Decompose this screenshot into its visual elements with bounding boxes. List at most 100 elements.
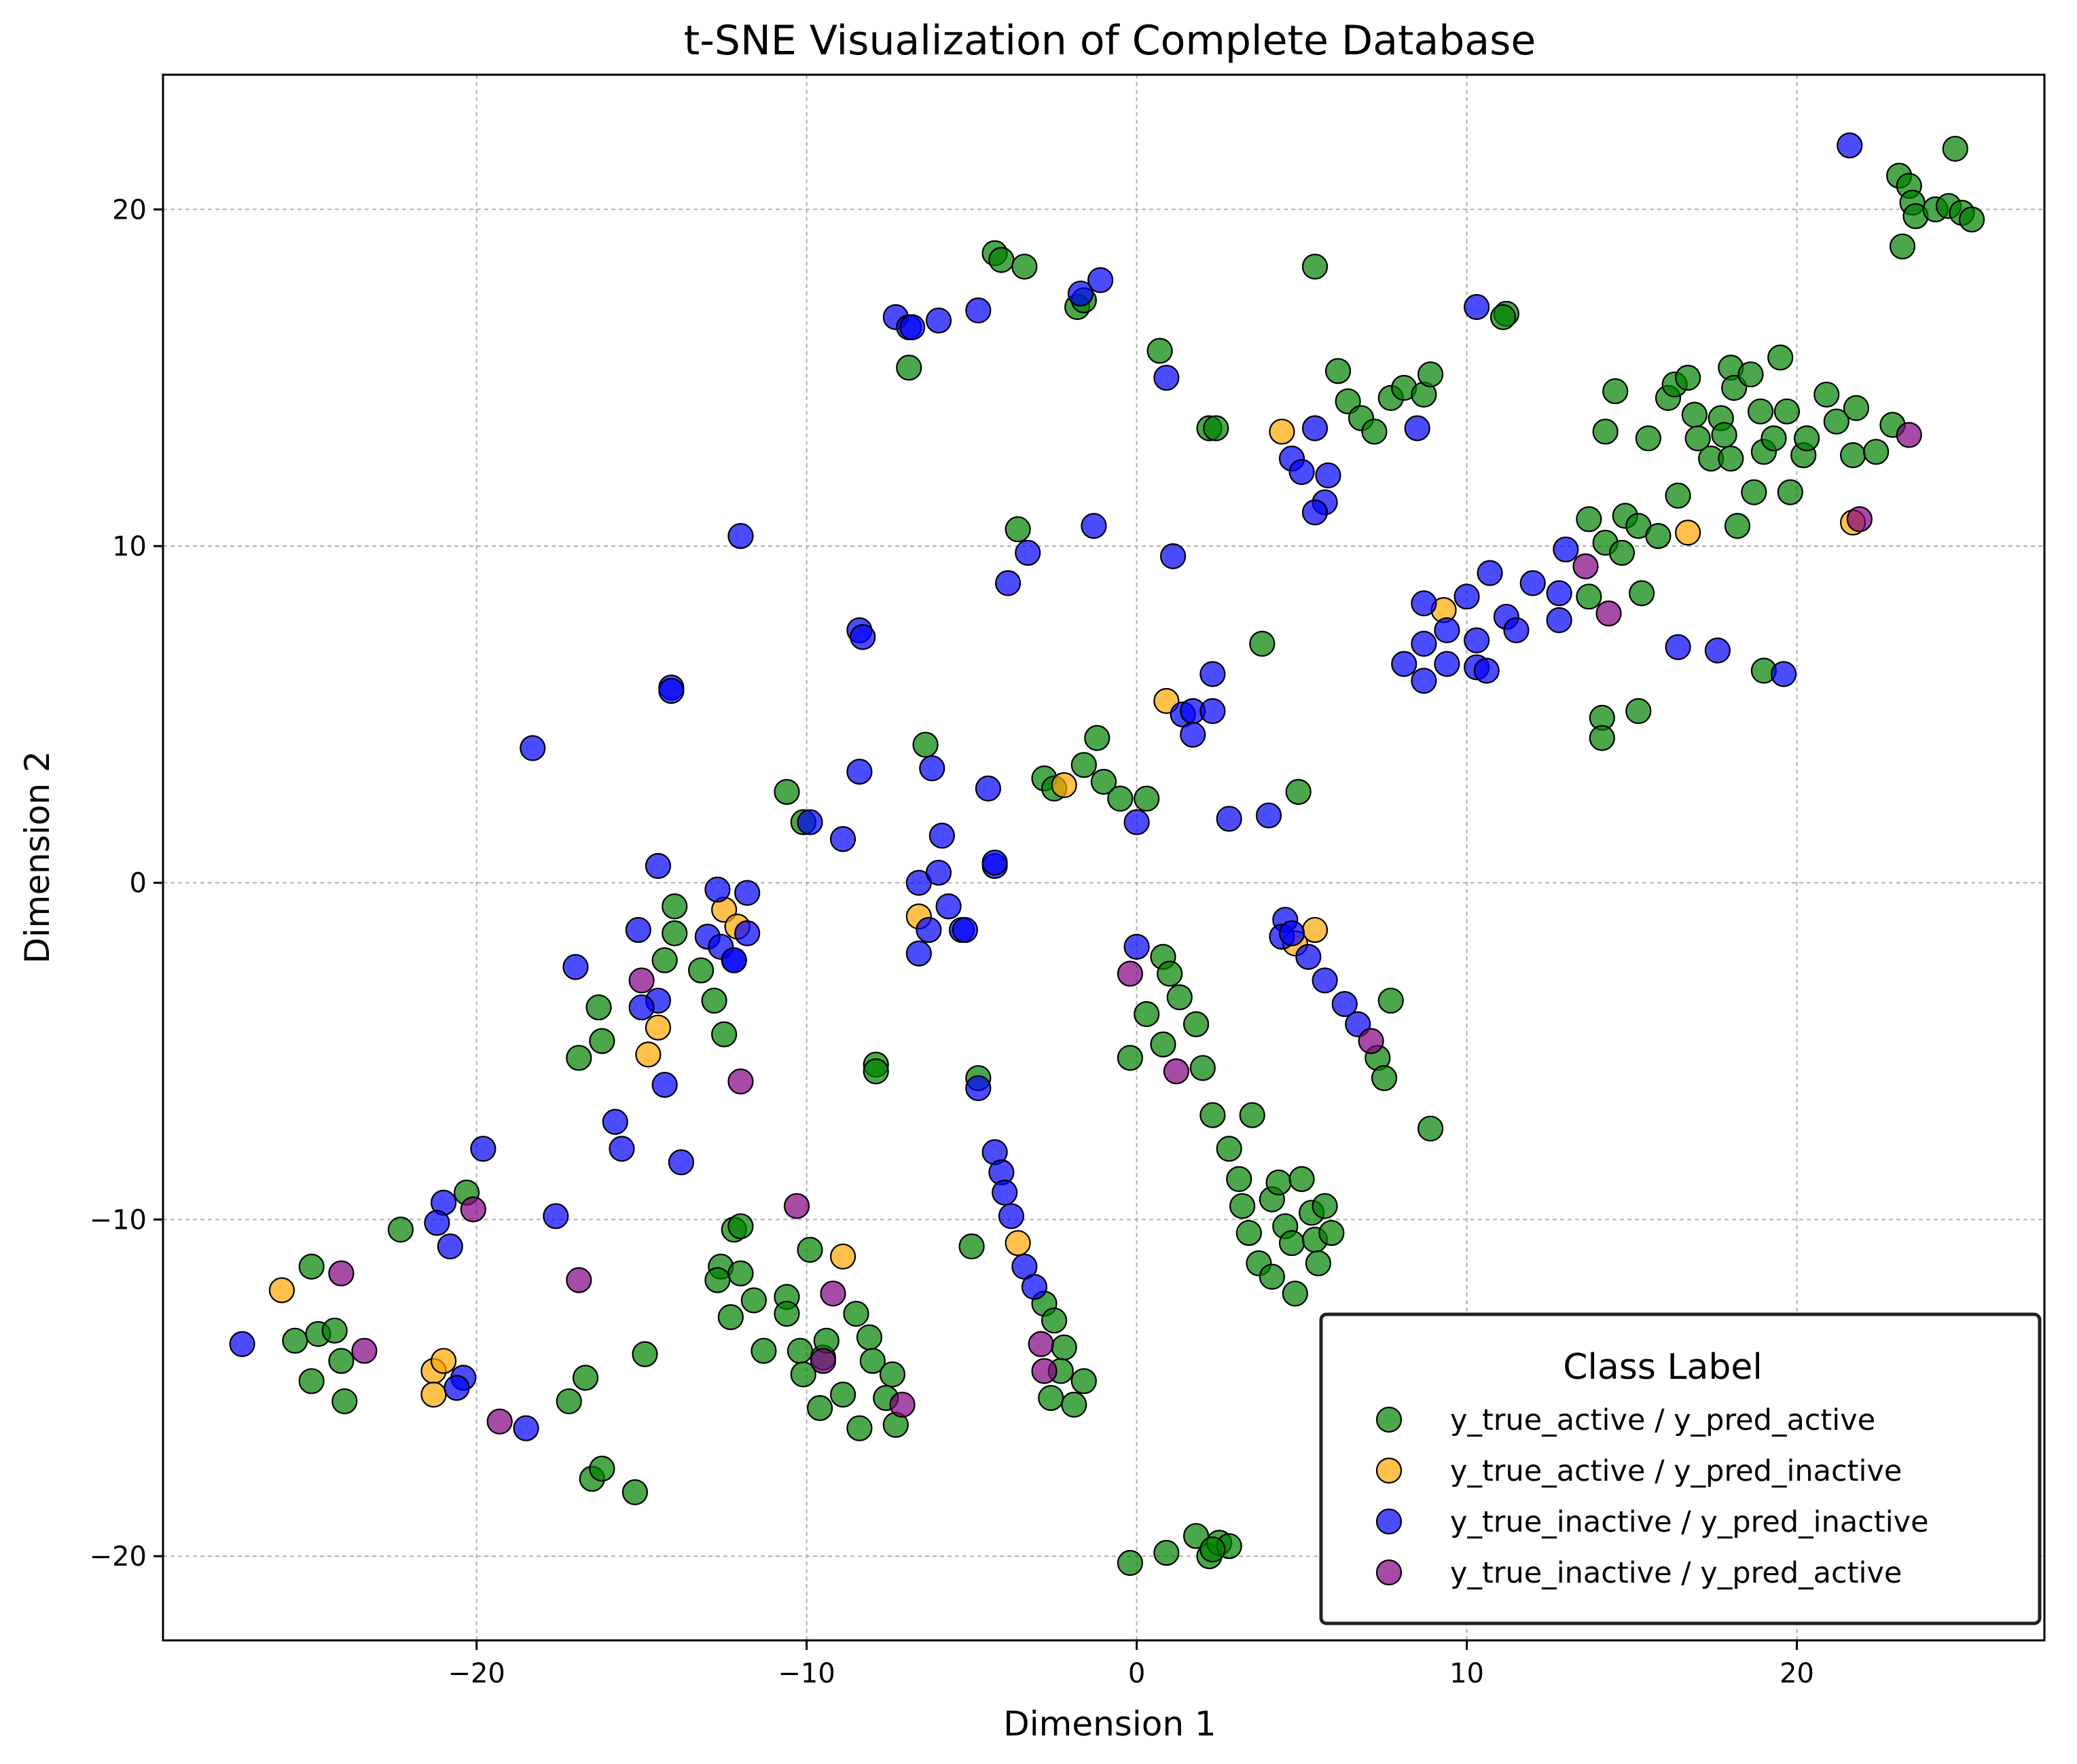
- data-point: [981, 849, 1008, 876]
- data-point: [645, 1014, 672, 1041]
- data-point: [1028, 1331, 1054, 1357]
- data-point: [1259, 1263, 1285, 1290]
- data-point: [1199, 1102, 1226, 1128]
- x-axis-label: Dimension 1: [1003, 1704, 1216, 1744]
- data-point: [635, 1041, 662, 1068]
- data-point: [829, 1382, 856, 1408]
- data-point: [846, 1415, 873, 1441]
- data-point: [1546, 607, 1572, 634]
- data-point: [1163, 1058, 1190, 1085]
- data-point: [734, 880, 761, 906]
- data-point: [1312, 967, 1338, 994]
- data-point: [958, 1233, 985, 1260]
- data-point: [1417, 361, 1444, 388]
- data-point: [1265, 1169, 1292, 1195]
- y-tick-label: 10: [112, 531, 147, 562]
- data-point: [625, 916, 651, 943]
- data-point: [1153, 1540, 1180, 1566]
- data-point: [727, 523, 754, 550]
- data-point: [774, 778, 800, 805]
- data-point: [965, 297, 992, 324]
- data-point: [1312, 1193, 1338, 1219]
- data-point: [1737, 361, 1764, 388]
- data-point: [704, 876, 731, 903]
- data-point: [1199, 1536, 1226, 1563]
- data-point: [1411, 668, 1437, 694]
- data-point: [1411, 630, 1437, 657]
- data-point: [1361, 418, 1388, 445]
- data-point: [1629, 580, 1655, 607]
- data-point: [585, 994, 612, 1021]
- data-point: [1724, 513, 1751, 539]
- data-point: [387, 1217, 414, 1243]
- data-point: [1464, 293, 1490, 321]
- data-point: [1665, 482, 1691, 509]
- data-point: [829, 826, 856, 852]
- legend-label: y_true_active / y_pred_active: [1450, 1403, 1875, 1437]
- data-point: [1084, 725, 1110, 751]
- data-point: [513, 1415, 539, 1441]
- data-point: [1229, 1193, 1256, 1219]
- data-point: [1216, 806, 1242, 832]
- data-point: [1278, 1229, 1305, 1257]
- data-point: [1123, 933, 1150, 960]
- data-point: [1117, 1549, 1143, 1577]
- data-point: [1453, 583, 1480, 610]
- data-point: [572, 1365, 599, 1391]
- y-axis-label: Dimension 2: [18, 751, 57, 963]
- data-point: [965, 1075, 992, 1102]
- data-point: [856, 1324, 883, 1350]
- data-point: [424, 1210, 450, 1236]
- data-point: [1608, 539, 1636, 566]
- data-point: [1464, 627, 1490, 653]
- data-point: [1031, 1358, 1058, 1384]
- data-point: [1434, 617, 1460, 644]
- data-point: [704, 1267, 731, 1293]
- data-point: [1216, 1136, 1242, 1162]
- data-point: [321, 1317, 348, 1344]
- data-point: [460, 1196, 486, 1223]
- data-point: [1288, 1166, 1315, 1192]
- data-point: [1249, 630, 1276, 657]
- data-point: [1553, 536, 1579, 563]
- data-point: [928, 823, 955, 849]
- data-point: [328, 1260, 355, 1286]
- data-point: [1117, 960, 1143, 987]
- data-point: [662, 920, 688, 947]
- data-point: [1843, 395, 1870, 421]
- data-point: [1645, 523, 1672, 550]
- data-point: [298, 1253, 325, 1280]
- data-point: [1134, 1001, 1160, 1028]
- data-point: [1015, 539, 1041, 566]
- data-point: [859, 1348, 886, 1374]
- data-point: [1159, 543, 1187, 569]
- data-point: [1255, 802, 1282, 829]
- data-point: [1404, 415, 1430, 442]
- data-point: [1107, 785, 1134, 812]
- data-point: [1896, 422, 1922, 448]
- data-point: [1741, 479, 1767, 505]
- data-point: [1635, 425, 1661, 452]
- data-point: [1434, 651, 1460, 677]
- data-point: [328, 1348, 355, 1374]
- data-point: [658, 678, 685, 704]
- x-tick-label: 10: [1449, 1658, 1484, 1689]
- data-point: [1770, 661, 1797, 687]
- data-point: [298, 1368, 325, 1394]
- data-point: [1391, 651, 1417, 677]
- data-point: [556, 1388, 582, 1415]
- data-point: [1051, 772, 1077, 799]
- y-tick-label: −20: [90, 1541, 147, 1572]
- legend-marker: [1375, 1406, 1403, 1433]
- data-point: [1182, 1011, 1210, 1037]
- data-point: [1813, 381, 1840, 408]
- data-point: [1239, 1102, 1265, 1128]
- plot-frame: [162, 73, 2046, 1642]
- data-point: [1226, 1166, 1252, 1192]
- data-point: [1503, 617, 1530, 644]
- data-point: [1269, 418, 1295, 445]
- data-point: [1070, 752, 1097, 778]
- data-point: [1417, 1115, 1444, 1142]
- data-point: [1199, 698, 1226, 724]
- data-point: [1134, 785, 1160, 812]
